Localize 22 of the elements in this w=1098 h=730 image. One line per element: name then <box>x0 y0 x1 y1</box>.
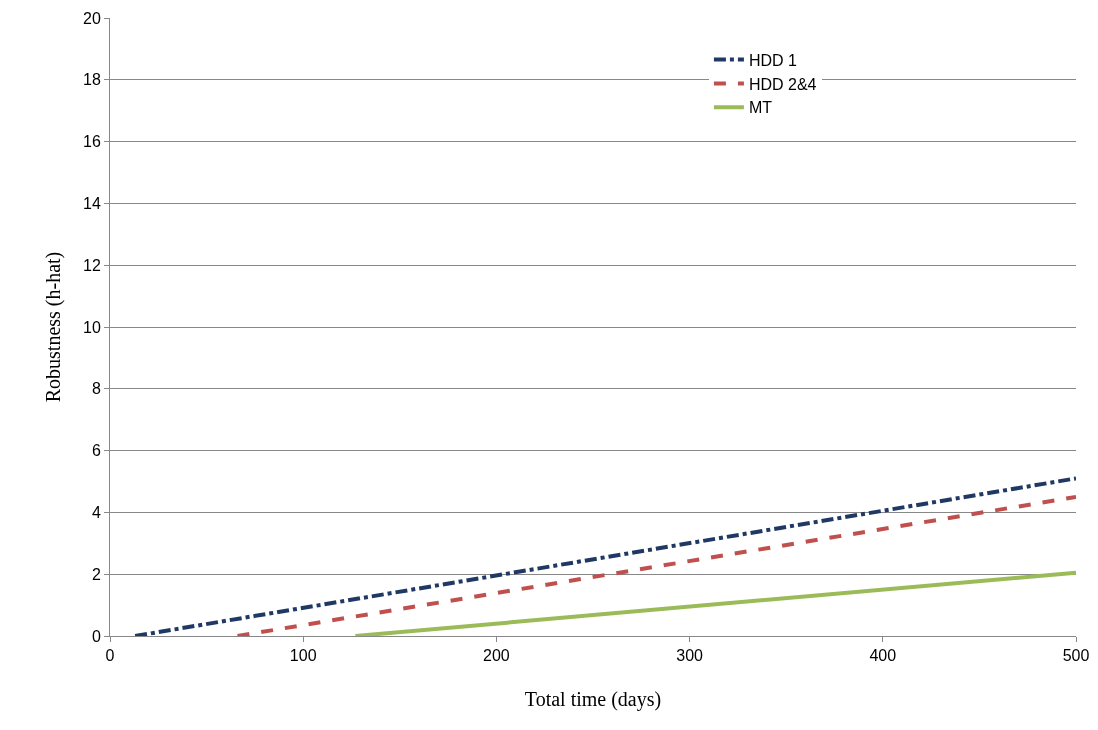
y-tick-label: 14 <box>83 195 101 212</box>
y-tick-label: 0 <box>91 627 101 645</box>
y-tick-label: 4 <box>91 504 101 521</box>
y-tick-label: 6 <box>91 442 101 460</box>
x-axis-title: Total time (days) <box>524 688 662 711</box>
y-axis-title: Robustness (h-hat) <box>42 251 65 403</box>
y-tick-label: 10 <box>83 318 101 336</box>
y-tick-label: 16 <box>83 133 101 151</box>
y-tick-label: 18 <box>83 71 101 89</box>
y-tick-label: 20 <box>83 9 101 27</box>
y-tick-label: 2 <box>91 565 101 583</box>
x-tick-label: 0 <box>105 647 115 665</box>
x-tick-label: 500 <box>1062 647 1090 665</box>
x-tick-label: 100 <box>289 647 317 665</box>
legend-label: HDD 1 <box>748 51 798 69</box>
legend-label: HDD 2&4 <box>748 75 817 93</box>
x-tick-label: 200 <box>483 647 510 665</box>
y-tick-label: 12 <box>83 256 101 274</box>
x-tick-label: 400 <box>869 647 897 665</box>
y-tick-label: 8 <box>91 380 101 398</box>
legend-label: MT <box>748 99 773 117</box>
x-tick-label: 300 <box>676 647 704 665</box>
